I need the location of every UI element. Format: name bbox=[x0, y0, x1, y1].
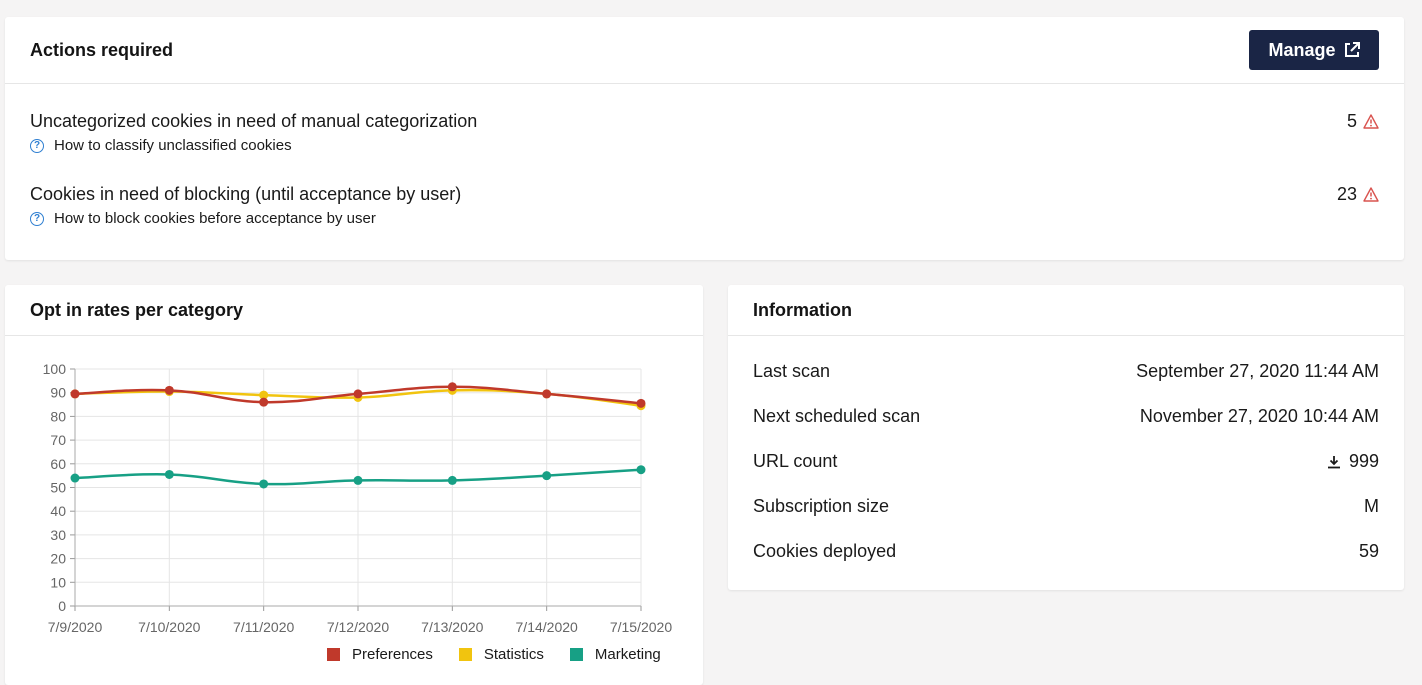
legend-label: Marketing bbox=[594, 646, 661, 663]
x-tick-label: 7/13/2020 bbox=[421, 619, 483, 635]
x-tick-label: 7/9/2020 bbox=[48, 619, 103, 635]
data-point-preferences bbox=[164, 385, 174, 395]
help-link-text[interactable]: How to block cookies before acceptance b… bbox=[54, 210, 376, 227]
legend-item-statistics[interactable]: Statistics bbox=[458, 646, 544, 663]
warning-icon bbox=[1363, 186, 1379, 202]
data-point-marketing bbox=[70, 473, 80, 483]
action-item-title: Cookies in need of blocking (until accep… bbox=[30, 184, 462, 204]
y-tick-label: 10 bbox=[50, 574, 66, 590]
legend-swatch bbox=[458, 648, 472, 661]
data-point-marketing bbox=[164, 469, 174, 479]
url-count-value[interactable]: 999 bbox=[1327, 451, 1379, 472]
info-value: September 27, 2020 11:44 AM bbox=[1136, 361, 1379, 381]
data-point-preferences bbox=[542, 389, 552, 399]
legend-item-preferences[interactable]: Preferences bbox=[327, 646, 433, 663]
url-count-number: 999 bbox=[1348, 451, 1379, 471]
optin-header: Opt in rates per category bbox=[5, 285, 703, 336]
x-tick-label: 7/10/2020 bbox=[138, 619, 200, 635]
info-label: Cookies deployed bbox=[753, 541, 897, 561]
optin-rates-card: Opt in rates per category 0 10 20 30 40 50 60 7… bbox=[5, 285, 703, 685]
action-item-uncategorized: Uncategorized cookies in need of manual … bbox=[30, 110, 1379, 154]
info-header: Information bbox=[728, 285, 1404, 336]
help-link-block[interactable]: ? How to block cookies before acceptance… bbox=[30, 210, 1379, 227]
data-point-preferences bbox=[353, 389, 363, 399]
help-link-text[interactable]: How to classify unclassified cookies bbox=[54, 137, 292, 154]
info-value: November 27, 2020 10:44 AM bbox=[1139, 406, 1379, 426]
info-label: Subscription size bbox=[753, 496, 890, 516]
warning-icon bbox=[1363, 113, 1379, 129]
action-item-blocking: Cookies in need of blocking (until accep… bbox=[30, 183, 1379, 227]
optin-title: Opt in rates per category bbox=[30, 299, 244, 320]
info-row-url-count: URL count 999 bbox=[753, 451, 1379, 472]
action-count: 23 bbox=[1337, 183, 1379, 205]
help-question-icon: ? bbox=[30, 211, 44, 226]
y-tick-label: 90 bbox=[50, 385, 66, 401]
info-value: M bbox=[1364, 496, 1379, 516]
information-card: Information Last scan September 27, 2020… bbox=[728, 285, 1404, 590]
data-point-preferences bbox=[636, 398, 646, 408]
optin-line-chart: 0 10 20 30 40 50 60 70 80 90 100 7/9/2020 7/10/2020 7… bbox=[43, 361, 673, 635]
manage-button[interactable]: Manage bbox=[1249, 30, 1379, 70]
y-tick-label: 50 bbox=[50, 480, 66, 496]
data-point-marketing bbox=[447, 475, 457, 485]
data-point-preferences bbox=[259, 397, 269, 407]
count-value: 23 bbox=[1336, 184, 1357, 204]
info-title: Information bbox=[753, 299, 852, 320]
y-tick-label: 70 bbox=[50, 432, 66, 448]
y-tick-label: 80 bbox=[50, 408, 66, 424]
actions-header: Actions required Manage bbox=[5, 17, 1404, 84]
x-tick-label: 7/14/2020 bbox=[516, 619, 578, 635]
action-count: 5 bbox=[1347, 110, 1379, 132]
legend-item-marketing[interactable]: Marketing bbox=[569, 646, 661, 663]
y-tick-label: 20 bbox=[50, 551, 66, 567]
legend-swatch bbox=[327, 648, 340, 661]
data-point-statistics bbox=[259, 390, 269, 400]
action-item-title: Uncategorized cookies in need of manual … bbox=[30, 111, 478, 131]
data-point-marketing bbox=[542, 471, 552, 481]
y-tick-label: 100 bbox=[43, 361, 67, 377]
info-row-last-scan: Last scan September 27, 2020 11:44 AM bbox=[753, 361, 1379, 382]
help-question-icon: ? bbox=[30, 138, 44, 153]
y-tick-label: 60 bbox=[50, 456, 66, 472]
info-label: Last scan bbox=[753, 361, 831, 381]
count-value: 5 bbox=[1346, 111, 1357, 131]
data-point-marketing bbox=[353, 475, 363, 485]
info-row-next-scan: Next scheduled scan November 27, 2020 10… bbox=[753, 406, 1379, 427]
actions-required-card: Actions required Manage Uncategorized co… bbox=[5, 17, 1404, 260]
info-row-cookies-deployed: Cookies deployed 59 bbox=[753, 541, 1379, 562]
y-tick-label: 30 bbox=[50, 527, 66, 543]
actions-title: Actions required bbox=[30, 39, 174, 60]
y-tick-label: 40 bbox=[50, 503, 66, 519]
download-icon[interactable] bbox=[1327, 455, 1341, 469]
y-tick-label: 0 bbox=[58, 598, 66, 614]
legend-swatch bbox=[569, 648, 583, 661]
info-row-subscription: Subscription size M bbox=[753, 496, 1379, 517]
data-point-preferences bbox=[70, 389, 80, 399]
help-link-classify[interactable]: ? How to classify unclassified cookies bbox=[30, 137, 1379, 154]
x-tick-label: 7/12/2020 bbox=[327, 619, 389, 635]
info-value: 59 bbox=[1358, 541, 1379, 561]
legend-label: Statistics bbox=[483, 646, 544, 663]
info-label: Next scheduled scan bbox=[753, 406, 921, 426]
external-link-icon bbox=[1344, 42, 1360, 57]
manage-label: Manage bbox=[1268, 39, 1336, 60]
legend-label: Preferences bbox=[352, 646, 433, 663]
data-point-preferences bbox=[447, 382, 457, 392]
data-point-marketing bbox=[259, 479, 269, 489]
x-tick-label: 7/11/2020 bbox=[233, 619, 294, 635]
info-label: URL count bbox=[753, 451, 838, 471]
x-tick-label: 7/15/2020 bbox=[610, 619, 672, 635]
data-point-marketing bbox=[636, 465, 646, 475]
chart-legend: Preferences Statistics Marketing bbox=[327, 646, 661, 663]
